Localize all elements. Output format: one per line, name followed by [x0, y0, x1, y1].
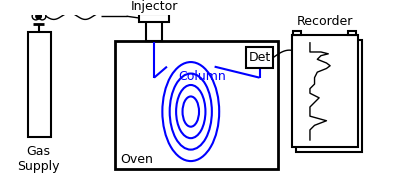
Bar [349, 31, 356, 36]
Bar [146, 21, 162, 41]
Text: Column: Column [178, 70, 226, 83]
Bar [246, 47, 273, 68]
Text: Recorder: Recorder [297, 15, 353, 28]
Bar [115, 41, 278, 169]
Text: Oven: Oven [120, 153, 153, 166]
Bar [296, 40, 362, 152]
Text: Det: Det [248, 51, 271, 64]
Bar [27, 32, 50, 137]
Text: Gas
Supply: Gas Supply [17, 145, 60, 173]
Circle shape [36, 13, 42, 19]
Bar [293, 31, 301, 36]
Text: Injector: Injector [131, 0, 178, 13]
Bar [292, 36, 357, 147]
Bar [139, 14, 169, 22]
